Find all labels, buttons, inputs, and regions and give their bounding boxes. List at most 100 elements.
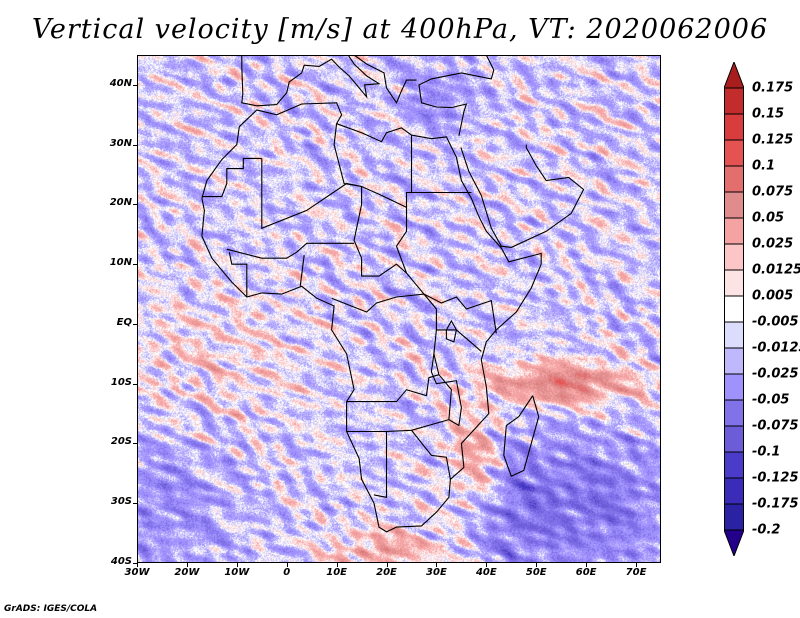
lon-label: 30W: [124, 567, 150, 578]
border-line: [411, 429, 451, 480]
madagascar-coastline: [503, 395, 540, 478]
border-line: [299, 255, 305, 287]
lat-tick: [133, 443, 137, 445]
lon-tick: [186, 563, 188, 567]
border-line: [261, 158, 497, 334]
colorbar-label: 0.1: [752, 158, 776, 174]
colorbar-label: -0.0125: [752, 340, 800, 356]
colorbar-band: [724, 373, 744, 401]
colorbar-band: [724, 217, 744, 245]
colorbar-band: [724, 191, 744, 219]
europe-coastline: [241, 55, 381, 107]
border-line: [226, 242, 355, 259]
border-line: [228, 252, 248, 297]
colorbar-label: 0.175: [752, 80, 794, 96]
colorbar-label: 0.075: [752, 184, 794, 200]
lat-tick: [133, 84, 137, 86]
border-line: [361, 258, 407, 277]
lat-label: 20N: [109, 197, 132, 209]
lon-label: 70E: [625, 567, 647, 578]
border-line: [346, 374, 452, 433]
grads-credit: GrADS: IGES/COLA: [4, 604, 98, 614]
map-plot-area: [137, 55, 661, 563]
lat-label: 10N: [109, 257, 132, 269]
lon-tick: [586, 563, 588, 567]
colorbar-top-arrow: [724, 62, 744, 89]
colorbar-band: [724, 477, 744, 505]
colorbar-label: -0.125: [752, 470, 799, 486]
colorbar-label: 0.05: [752, 210, 785, 226]
colorbar-label: -0.025: [752, 366, 799, 382]
lon-label: 40E: [475, 567, 497, 578]
lon-label: 30E: [426, 567, 447, 578]
lat-tick: [133, 383, 137, 385]
lon-label: 20E: [376, 567, 397, 578]
lat-label: 30N: [109, 137, 132, 149]
lake-malawi-border: [430, 353, 462, 427]
lon-label: 10E: [326, 567, 347, 578]
colorbar-band: [724, 425, 744, 453]
lat-tick: [133, 144, 137, 146]
colorbar: [724, 62, 744, 556]
colorbar-band: [724, 269, 744, 297]
lat-label: EQ: [116, 316, 132, 328]
colorbar-band: [724, 113, 744, 141]
colorbar-label: -0.2: [752, 522, 781, 538]
colorbar-band: [724, 243, 744, 271]
colorbar-label: 0.15: [752, 106, 785, 122]
colorbar-label: -0.005: [752, 314, 799, 330]
colorbar-label: 0.025: [752, 236, 794, 252]
lat-label: 10S: [110, 376, 132, 388]
colorbar-label: 0.0125: [752, 262, 800, 278]
colorbar-band: [724, 321, 744, 349]
lat-tick: [133, 204, 137, 206]
colorbar-band: [724, 503, 744, 531]
africa-coastline: [201, 102, 542, 533]
border-line: [373, 431, 388, 498]
map-frame: [137, 55, 661, 563]
colorbar-label: -0.1: [752, 444, 781, 460]
lat-tick: [133, 563, 137, 564]
lon-label: 20W: [174, 567, 200, 578]
colorbar-band: [724, 139, 744, 167]
arabia-coastline: [460, 144, 585, 248]
lat-tick: [133, 503, 137, 505]
lon-tick: [386, 563, 388, 567]
vertical-velocity-field: [137, 55, 661, 563]
lon-tick: [336, 563, 338, 567]
lon-label: 10W: [224, 567, 250, 578]
lon-tick: [636, 563, 638, 567]
lake-victoria: [445, 319, 457, 343]
colorbar-label: -0.05: [752, 392, 790, 408]
lat-tick: [133, 323, 137, 325]
lon-tick: [286, 563, 288, 567]
colorbar-band: [724, 165, 744, 193]
colorbar-label: -0.175: [752, 496, 799, 512]
lat-label: 40S: [110, 556, 132, 567]
lat-label: 20S: [110, 436, 132, 448]
balkans-coastline: [353, 55, 417, 104]
lon-label: 50E: [525, 567, 547, 578]
colorbar-label: 0.125: [752, 132, 794, 148]
colorbar-label: 0.005: [752, 288, 794, 304]
lon-tick: [236, 563, 238, 567]
lon-tick: [536, 563, 538, 567]
border-line: [405, 191, 471, 208]
lat-tick: [133, 264, 137, 266]
colorbar-band: [724, 399, 744, 427]
turkey-coastline: [418, 55, 495, 136]
border-line: [333, 123, 363, 259]
coastlines-borders: [201, 55, 585, 533]
border-line: [201, 157, 262, 198]
lon-tick: [137, 563, 138, 567]
lat-label: 30S: [110, 496, 132, 508]
lon-tick: [436, 563, 438, 567]
colorbar-band: [724, 295, 744, 323]
border-line: [331, 293, 440, 403]
lat-label: 40N: [109, 77, 132, 89]
colorbar-band: [724, 347, 744, 375]
lon-label: 60E: [575, 567, 597, 578]
colorbar-bottom-arrow: [724, 529, 744, 556]
lon-label: 0: [283, 567, 291, 578]
colorbar-band: [724, 451, 744, 479]
